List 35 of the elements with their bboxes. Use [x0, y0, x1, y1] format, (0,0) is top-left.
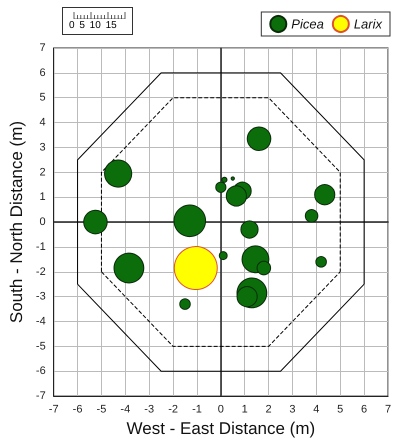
x-tick-label: -7	[48, 404, 59, 416]
x-tick-label: -6	[72, 404, 82, 416]
y-tick-label: -6	[36, 365, 46, 378]
y-tick-label: 0	[40, 216, 46, 228]
y-tick-label: -3	[36, 290, 46, 303]
y-tick-label: 7	[40, 42, 46, 54]
y-tick-label: 3	[40, 141, 46, 154]
x-tick-label: 6	[361, 404, 368, 416]
x-tick-label: -3	[144, 404, 154, 416]
x-tick-label: 0	[218, 404, 224, 416]
x-tick-label: 3	[289, 404, 296, 416]
y-axis-title: South - North Distance (m)	[7, 120, 26, 324]
y-tick-label: -1	[36, 240, 46, 253]
y-tick-label: 5	[40, 92, 46, 104]
x-tick-label: -1	[192, 404, 202, 416]
x-tick-label: 4	[313, 404, 320, 416]
legend-label: Picea	[291, 16, 324, 32]
y-tick-label: -4	[36, 316, 46, 328]
x-tick-label: -5	[96, 404, 106, 416]
x-tick-label: 7	[384, 404, 392, 416]
y-tick-label: -7	[36, 390, 46, 402]
x-tick-label: 2	[266, 404, 272, 416]
text: 0 5 10 15	[69, 20, 118, 31]
y-tick-label: 6	[40, 66, 46, 79]
x-axis-title: West - East Distance (m)	[126, 419, 316, 438]
y-tick-label: 4	[40, 116, 46, 129]
legend-label: Larix	[354, 16, 382, 32]
y-tick-label: 1	[40, 191, 46, 204]
x-tick-label: 5	[337, 404, 344, 416]
y-tick-label: -5	[36, 340, 46, 352]
x-tick-label: -4	[120, 404, 130, 416]
x-tick-label: 1	[242, 404, 248, 416]
x-tick-label: -2	[168, 404, 178, 416]
y-tick-label: 2	[40, 166, 46, 178]
y-tick-label: -2	[36, 266, 46, 278]
